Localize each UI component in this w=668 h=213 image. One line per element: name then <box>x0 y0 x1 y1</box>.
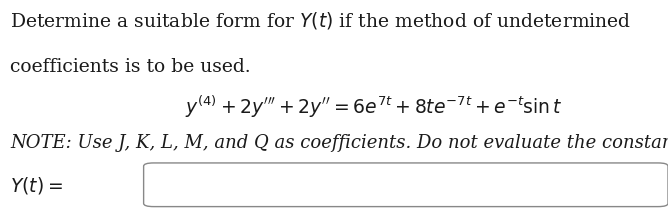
Text: $Y(t) =$: $Y(t) =$ <box>10 175 63 196</box>
Text: coefficients is to be used.: coefficients is to be used. <box>10 58 250 76</box>
Text: NOTE: Use J, K, L, M, and Q as coefficients. Do not evaluate the constants.: NOTE: Use J, K, L, M, and Q as coefficie… <box>10 134 668 152</box>
FancyBboxPatch shape <box>144 163 668 207</box>
Text: $y^{(4)} + 2y^{\prime\prime\prime} + 2y^{\prime\prime} = 6e^{7t} + 8te^{-7t} + e: $y^{(4)} + 2y^{\prime\prime\prime} + 2y^… <box>185 94 563 120</box>
Text: Determine a suitable form for $Y(t)$ if the method of undetermined: Determine a suitable form for $Y(t)$ if … <box>10 10 631 31</box>
